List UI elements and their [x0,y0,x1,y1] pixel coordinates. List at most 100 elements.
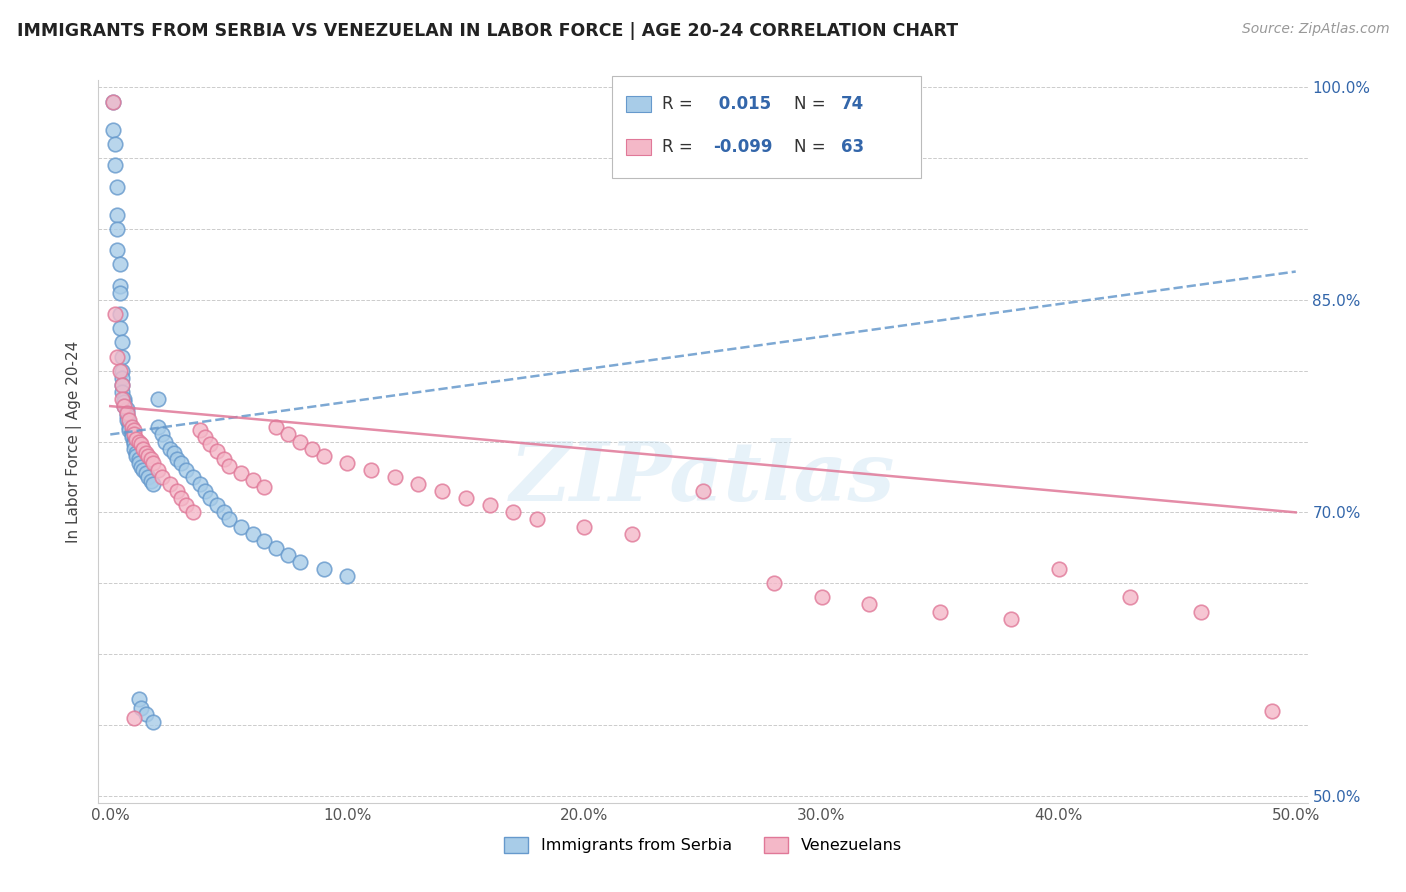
Point [1000,612,1022,626]
Point [115,413,138,427]
Point [128,434,150,449]
Point [166,484,188,499]
Point [312,562,335,576]
Point [408,477,430,491]
Point [301,442,323,456]
Point [277,427,299,442]
Point [194,484,217,499]
Y-axis label: In Labor Force | Age 20-24: In Labor Force | Age 20-24 [66,341,83,542]
Point [810,591,832,605]
Point [763,576,786,591]
Point [114,399,136,413]
Point [152,427,174,442]
Point [170,491,193,506]
Point [108,278,131,293]
Point [111,392,134,406]
Point [101,95,124,109]
Point [135,446,157,460]
Point [198,437,221,451]
Point [858,598,880,612]
Point [118,416,141,430]
Text: N =: N = [794,95,831,113]
Point [360,463,382,477]
Point [135,706,157,721]
Point [104,158,127,172]
Point [170,456,193,470]
Point [1047,562,1070,576]
Point [111,350,134,364]
Point [108,307,131,321]
Point [142,456,165,470]
Point [692,484,714,499]
Point [114,395,136,409]
Point [336,456,359,470]
Point [108,321,131,335]
Point [122,432,145,446]
Point [136,470,159,484]
Point [111,377,134,392]
Point [128,692,150,706]
Text: IMMIGRANTS FROM SERBIA VS VENEZUELAN IN LABOR FORCE | AGE 20-24 CORRELATION CHAR: IMMIGRANTS FROM SERBIA VS VENEZUELAN IN … [17,22,957,40]
Point [478,498,501,512]
Point [502,505,524,519]
Point [105,222,128,236]
Point [181,505,204,519]
Point [166,451,188,466]
Point [146,420,169,434]
Point [159,477,181,491]
Point [205,498,228,512]
Point [132,442,155,456]
Text: N =: N = [794,138,831,156]
Text: 74: 74 [841,95,865,113]
Point [121,430,143,444]
Point [111,377,134,392]
Text: Source: ZipAtlas.com: Source: ZipAtlas.com [1241,22,1389,37]
Point [929,605,952,619]
Point [105,350,128,364]
Point [122,437,145,451]
Point [205,444,228,458]
Point [101,123,124,137]
Point [432,484,454,499]
Point [139,474,162,488]
Point [122,711,145,725]
Point [139,451,162,466]
Point [129,437,152,451]
Point [1119,591,1142,605]
Point [125,432,148,446]
Point [105,208,128,222]
Point [122,434,145,449]
Point [114,399,136,413]
Point [132,463,155,477]
Point [111,364,134,378]
Point [1261,704,1284,718]
Point [264,420,287,434]
Point [152,470,174,484]
Point [142,477,165,491]
Point [111,384,134,399]
Point [174,463,197,477]
Point [218,512,240,526]
Point [174,498,197,512]
Point [288,555,311,569]
Point [288,434,311,449]
Point [128,451,150,466]
Point [229,519,252,533]
Point [115,406,138,420]
Point [526,512,548,526]
Point [122,423,145,437]
Point [198,491,221,506]
Point [118,420,141,434]
Text: ZIPatlas: ZIPatlas [510,438,896,517]
Point [454,491,477,506]
Point [218,458,240,473]
Point [146,392,169,406]
Point [129,701,152,715]
Point [114,392,136,406]
Point [1189,605,1212,619]
Point [163,446,186,460]
Point [136,449,159,463]
Point [135,466,157,480]
Point [190,477,212,491]
Point [212,451,235,466]
